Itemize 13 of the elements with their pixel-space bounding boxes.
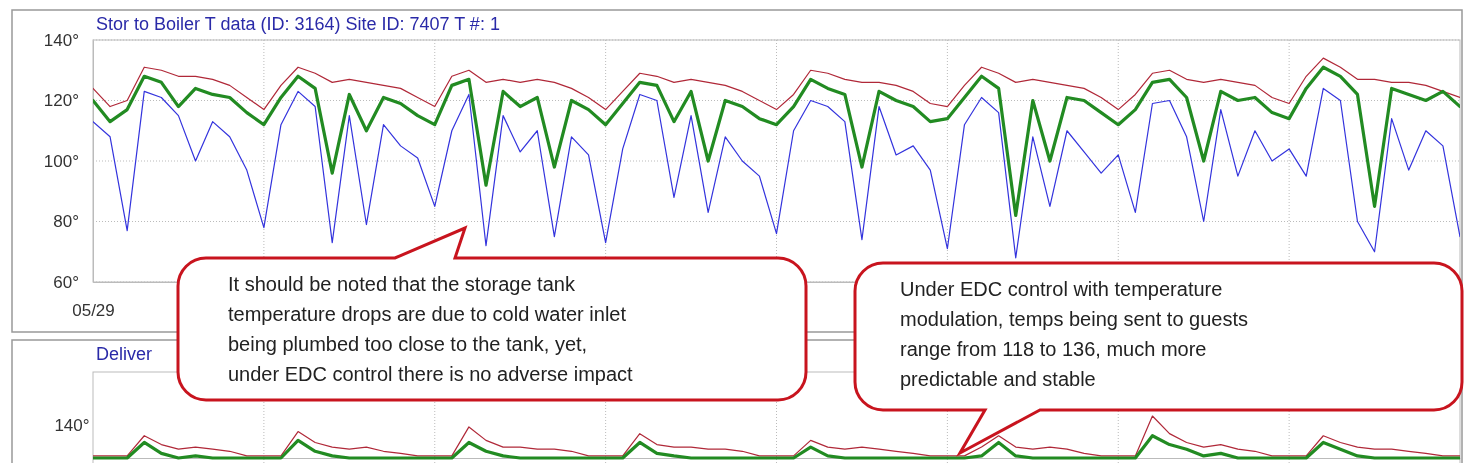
chart-title: Stor to Boiler T data (ID: 3164) Site ID: 7407 T #: 1 — [96, 14, 500, 34]
chart-title: Deliver — [96, 344, 153, 364]
annotation: It should be noted that the storage tank temperature drops are due to cold water inlet being plumbed too close to the tank, yet, under EDC control there is no adverse impact — [228, 273, 634, 385]
line-series — [93, 65, 1460, 218]
line-series — [93, 87, 1460, 259]
y-tick-label: 120° — [43, 91, 79, 111]
x-tick-label: 05/29 — [72, 301, 115, 321]
y-tick-label: 100° — [43, 151, 79, 171]
y-tick-label: 80° — [53, 212, 79, 232]
annotation: Under EDC control with temperature modulation, temps being sent to guests range from 118 to 136, much more predictable and stable — [900, 278, 1248, 390]
y-tick-label: 60° — [53, 272, 79, 292]
line-series — [93, 57, 1460, 111]
y-tick-label: 140° — [43, 30, 79, 50]
